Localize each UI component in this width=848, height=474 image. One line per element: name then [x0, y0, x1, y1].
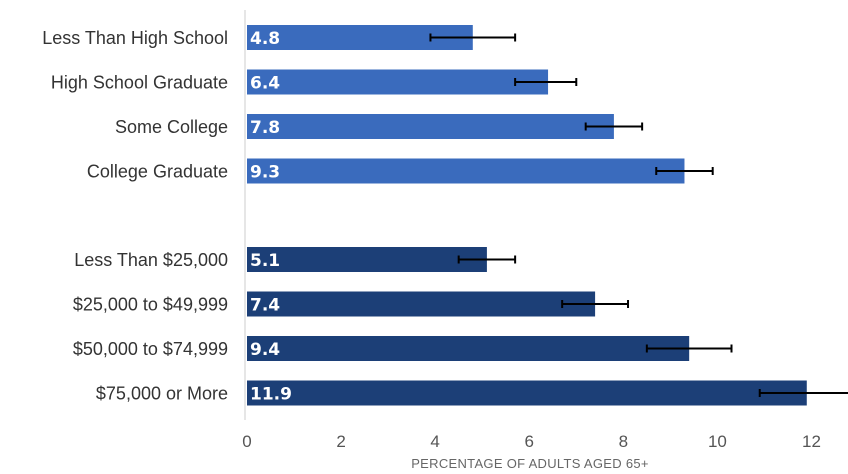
category-label: $25,000 to $49,999: [73, 295, 228, 315]
category-label: High School Graduate: [51, 73, 228, 93]
category-label: College Graduate: [87, 162, 228, 182]
bar: [247, 291, 596, 317]
category-label: $75,000 or More: [96, 384, 228, 404]
bar: [247, 336, 690, 361]
bar: [247, 247, 487, 272]
bar-value-label: 9.3: [250, 163, 280, 183]
category-label: $50,000 to $74,999: [73, 339, 228, 359]
bar-value-label: 11.9: [250, 385, 292, 405]
bar: [247, 380, 807, 406]
bar-value-label: 7.8: [250, 118, 280, 138]
x-tick-label: 4: [430, 432, 439, 451]
category-label: Less Than $25,000: [74, 250, 228, 270]
bar-value-label: 7.4: [250, 296, 280, 316]
x-tick-label: 12: [802, 432, 821, 451]
x-axis-title: PERCENTAGE OF ADULTS AGED 65+: [411, 456, 649, 471]
bar: [247, 158, 685, 184]
x-tick-label: 10: [708, 432, 727, 451]
x-tick-label: 8: [619, 432, 628, 451]
category-label: Some College: [115, 117, 228, 137]
bar-value-label: 9.4: [250, 340, 280, 360]
x-tick-label: 0: [242, 432, 251, 451]
bar-value-label: 4.8: [250, 29, 280, 49]
category-label: Less Than High School: [42, 28, 228, 48]
x-axis-ticks: 0 2 4 6 8 10 12: [242, 432, 821, 451]
bar-value-label: 5.1: [250, 251, 280, 271]
x-tick-label: 6: [525, 432, 534, 451]
x-tick-label: 2: [336, 432, 345, 451]
bar: [247, 69, 549, 95]
chart-marks: 4.8 Less Than High School 6.4 High School G…: [42, 25, 848, 406]
bar-value-label: 6.4: [250, 74, 280, 94]
bar: [247, 114, 614, 139]
